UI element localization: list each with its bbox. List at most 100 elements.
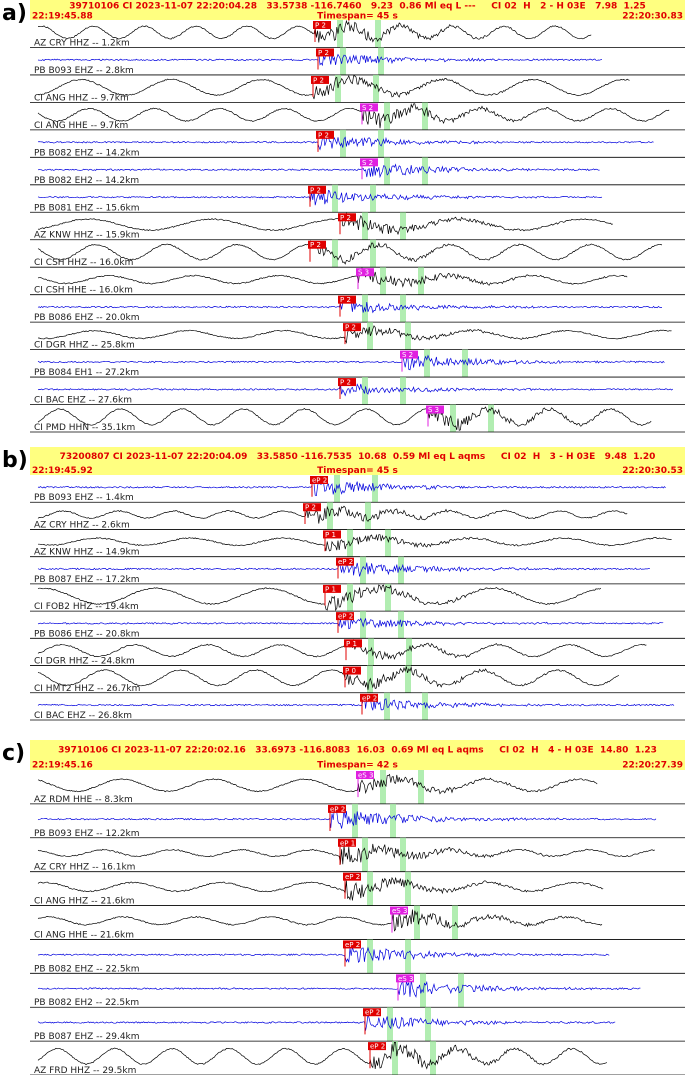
- waveform: [37, 561, 650, 577]
- pick-tag: [310, 476, 328, 484]
- pick-label: eP 2: [345, 873, 360, 881]
- pick-tag: [336, 557, 354, 566]
- pick-window: [405, 939, 411, 974]
- pick-label: P 2: [345, 324, 356, 332]
- start-time: 22:19:45.92: [32, 466, 93, 476]
- pick-label: P 2: [318, 49, 329, 57]
- pick-label: P 1: [325, 585, 336, 593]
- pick-label: eP 2: [338, 558, 353, 566]
- pick-window: [405, 665, 411, 693]
- waveform: [37, 1042, 607, 1070]
- waveform: [37, 843, 655, 865]
- trace-label: CI FOB2 HHZ -- 19.4km: [34, 602, 139, 612]
- pick-window: [367, 939, 373, 974]
- start-time: 22:19:45.16: [32, 761, 93, 771]
- panel-label: c): [2, 741, 25, 766]
- timespan: Timespan= 45 s: [317, 11, 398, 21]
- pick-label: P 0: [345, 667, 356, 675]
- pick-window: [458, 973, 464, 1008]
- waveform: [37, 909, 603, 932]
- pick-window: [362, 212, 368, 240]
- pick-tag: [343, 666, 361, 675]
- pick-tag: [356, 771, 374, 779]
- waveform: [37, 807, 657, 829]
- pick-tag: [338, 838, 356, 847]
- pick-tag: [323, 530, 341, 539]
- waveform: [37, 382, 674, 397]
- pick-window: [405, 322, 411, 350]
- pick-window: [360, 556, 366, 584]
- pick-window: [400, 212, 406, 240]
- pick-tag: [338, 213, 356, 222]
- pick-tag: [344, 639, 362, 648]
- pick-window: [332, 239, 338, 268]
- pick-window: [337, 20, 343, 48]
- trace-label: PB B086 EHZ -- 20.8km: [34, 629, 140, 639]
- pick-window: [488, 404, 494, 432]
- panel-label: b): [2, 448, 28, 473]
- pick-tag: [360, 158, 378, 167]
- trace-label: CI ANG HHZ -- 9.7km: [34, 93, 129, 103]
- pick-label: eS 3: [358, 772, 373, 780]
- trace-label: PB B093 EHZ -- 12.2km: [34, 829, 140, 839]
- pick-tag: [356, 268, 374, 277]
- pick-label: P 2: [315, 22, 326, 30]
- pick-window: [385, 529, 391, 557]
- pick-tag: [338, 295, 356, 304]
- pick-window: [452, 905, 458, 940]
- pick-window: [406, 638, 412, 666]
- pick-label: P 2: [340, 296, 351, 304]
- pick-window: [362, 294, 368, 323]
- pick-window: [373, 74, 379, 103]
- pick-tag: [311, 75, 329, 84]
- pick-label: P 2: [305, 504, 316, 512]
- pick-tag: [323, 584, 341, 593]
- pick-label: P 2: [340, 214, 351, 222]
- pick-tag: [343, 323, 361, 332]
- trace-label: CI ANG HHE -- 21.6km: [34, 930, 134, 940]
- pick-window: [347, 583, 353, 612]
- pick-label: P 1: [346, 640, 357, 648]
- pick-tag: [396, 974, 414, 983]
- timespan: Timespan= 45 s: [317, 466, 398, 476]
- pick-label: S 3: [358, 269, 369, 277]
- pick-label: eP 2: [370, 1043, 385, 1051]
- pick-label: P 2: [310, 186, 321, 194]
- trace-label: AZ RDM HHE -- 8.3km: [34, 795, 133, 805]
- trace-label: CI DGR HHZ -- 24.8km: [34, 657, 135, 667]
- waveform: [37, 354, 665, 371]
- trace-label: PB B086 EHZ -- 20.0km: [34, 313, 140, 323]
- pick-tag: [308, 185, 326, 194]
- pick-label: P 2: [340, 379, 351, 387]
- start-time: 22:19:45.88: [32, 11, 93, 21]
- pick-window: [370, 184, 376, 213]
- pick-tag: [390, 906, 408, 915]
- pick-label: eP 1: [340, 839, 355, 847]
- pick-label: S 2: [402, 351, 413, 359]
- pick-window: [430, 1041, 436, 1075]
- header-info: 39710106 CI 2023-11-07 22:20:04.28 33.57…: [69, 1, 646, 11]
- pick-tag: [363, 1008, 381, 1017]
- waveform: [37, 74, 630, 100]
- trace-label: CI BAC EHZ -- 27.6km: [34, 396, 132, 406]
- pick-window: [365, 502, 371, 530]
- trace-label: AZ CRY HHZ -- 2.6km: [34, 520, 130, 530]
- end-time: 22:20:30.53: [622, 466, 683, 476]
- trace-label: CI HMT2 HHZ -- 26.7km: [34, 684, 140, 694]
- pick-window: [422, 102, 428, 130]
- pick-window: [378, 129, 384, 158]
- trace-label: PB B087 EHZ -- 17.2km: [34, 575, 140, 585]
- pick-label: eP 2: [362, 694, 377, 702]
- trace-label: PB B082 EHZ -- 14.2km: [34, 148, 140, 158]
- waveform: [37, 163, 600, 179]
- pick-tag: [343, 940, 361, 949]
- waveform: [37, 1014, 616, 1031]
- pick-window: [398, 556, 404, 584]
- waveform: [37, 240, 663, 265]
- pick-tag: [368, 1042, 386, 1051]
- pick-window: [462, 349, 468, 378]
- pick-window: [367, 322, 373, 350]
- waveform: [37, 103, 670, 129]
- pick-window: [375, 20, 381, 48]
- pick-label: eP 2: [330, 805, 345, 813]
